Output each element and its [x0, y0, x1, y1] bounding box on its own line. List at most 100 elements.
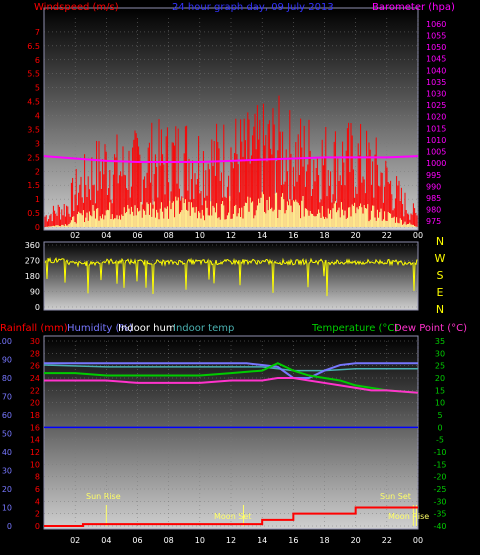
wind-x-tick-label: 20	[351, 231, 361, 240]
rain-y-tick-label: 12	[30, 448, 40, 457]
wind-y-tick-label: 7	[35, 28, 40, 37]
temp-y-tick-label: -15	[433, 460, 446, 469]
humidity-y-tick-label: 10	[2, 504, 12, 513]
barometer-line	[43, 155, 419, 163]
baro-y-tick-label: 975	[426, 217, 441, 226]
wind-y-tick-label: 5	[35, 84, 40, 93]
compass-label: W	[435, 252, 446, 265]
rainfall-line	[44, 506, 418, 527]
wind-x-tick-label: 02	[70, 231, 80, 240]
bottom-x-tick-label: 22	[382, 536, 392, 545]
bottom-x-tick-label: 00	[413, 536, 423, 545]
wind-y-tick-label: 2.5	[27, 153, 40, 162]
wind-x-tick-label: 08	[164, 231, 174, 240]
rain-y-tick-label: 2	[35, 510, 40, 519]
sunrise-annotation: Sun Rise	[86, 492, 121, 501]
wind-axis-title: Windspeed (m/s)	[34, 2, 119, 13]
rain-y-tick-label: 30	[30, 337, 40, 346]
wind-x-tick-label: 06	[132, 231, 142, 240]
baro-y-tick-label: 995	[426, 171, 441, 180]
rain-y-tick-label: 6	[35, 485, 40, 494]
baro-y-tick-label: 1030	[426, 89, 446, 98]
temp-y-tick-label: -40	[433, 522, 446, 531]
dir-y-tick-label: 180	[25, 272, 40, 281]
rain-y-tick-label: 28	[30, 349, 40, 358]
bottom-x-tick-label: 16	[288, 536, 298, 545]
baro-y-tick-label: 1000	[426, 159, 446, 168]
indoor-humidity-line	[43, 364, 418, 372]
indoor-hum-legend-label: Indoor hum	[118, 323, 176, 334]
baro-y-tick-label: 1010	[426, 136, 446, 145]
bottom-x-tick-label: 10	[195, 536, 205, 545]
moonset-annotation: Moon Set	[214, 512, 251, 521]
wind-x-tick-label: 16	[288, 231, 298, 240]
dir-y-tick-label: 270	[25, 257, 40, 266]
rain-y-tick-label: 10	[30, 460, 40, 469]
temp-y-tick-label: 35	[435, 337, 445, 346]
bottom-x-tick-label: 18	[319, 536, 329, 545]
wind-y-tick-label: 5.5	[27, 70, 40, 79]
humidity-y-tick-label: 0	[7, 522, 12, 531]
bottom-x-tick-label: 20	[351, 536, 361, 545]
temp-y-tick-label: 20	[435, 374, 445, 383]
wind-x-tick-label: 10	[195, 231, 205, 240]
rain-y-tick-label: 20	[30, 399, 40, 408]
baro-y-tick-label: 1045	[426, 55, 446, 64]
temp-y-tick-label: 25	[435, 362, 445, 371]
temp-y-tick-label: 5	[437, 411, 442, 420]
baro-axis-title: Barometer (hpa)	[372, 2, 455, 13]
baro-y-tick-label: 980	[426, 206, 441, 215]
compass-label: E	[437, 286, 444, 299]
temp-y-tick-label: 15	[435, 386, 445, 395]
baro-y-tick-label: 1035	[426, 78, 446, 87]
wind-y-tick-label: 6.5	[27, 42, 40, 51]
temp-y-tick-label: -30	[433, 497, 446, 506]
wind-y-tick-label: 0.5	[27, 209, 40, 218]
humidity-y-tick-label: 20	[2, 485, 12, 494]
bottom-x-tick-label: 08	[164, 536, 174, 545]
baro-y-tick-label: 1005	[426, 148, 446, 157]
wind-x-tick-label: 14	[257, 231, 267, 240]
compass-label: S	[437, 269, 444, 282]
temp-y-tick-label: -10	[433, 448, 446, 457]
compass-label: N	[436, 235, 444, 248]
compass-label: N	[436, 303, 444, 316]
temp-y-tick-label: 10	[435, 399, 445, 408]
baro-y-tick-label: 1025	[426, 101, 446, 110]
baro-y-tick-label: 990	[426, 182, 441, 191]
bottom-x-tick-label: 02	[70, 536, 80, 545]
dir-y-tick-label: 0	[35, 303, 40, 312]
dir-y-tick-label: 360	[25, 241, 40, 250]
rain-y-tick-label: 4	[35, 497, 40, 506]
rain-y-tick-label: 8	[35, 473, 40, 482]
chart-title: 24 hour graph day, 09 July 2013	[172, 2, 334, 13]
humidity-line	[44, 362, 418, 379]
temperature-legend-label: Temperature (°C)	[311, 323, 398, 334]
rain-legend-label: Rainfall (mm)	[0, 323, 68, 334]
rain-y-tick-label: 22	[30, 386, 40, 395]
wind-y-tick-label: 4	[35, 112, 40, 121]
bottom-x-tick-label: 14	[257, 536, 267, 545]
indoor-temp-legend-label: Indoor temp	[173, 323, 234, 334]
wind-x-tick-label: 00	[413, 231, 423, 240]
baro-y-tick-label: 1050	[426, 43, 446, 52]
rain-y-tick-label: 0	[35, 522, 40, 531]
bottom-x-tick-label: 04	[101, 536, 111, 545]
wind-x-tick-label: 12	[226, 231, 236, 240]
wind-x-tick-label: 22	[382, 231, 392, 240]
baro-y-tick-label: 1060	[426, 20, 446, 29]
temperature-line	[44, 362, 419, 394]
bottom-x-tick-label: 06	[132, 536, 142, 545]
humidity-y-tick-label: 50	[2, 430, 12, 439]
wind-y-tick-label: 4.5	[27, 98, 40, 107]
temp-y-tick-label: -20	[433, 473, 446, 482]
temp-y-tick-label: -5	[436, 436, 444, 445]
temp-y-tick-label: -35	[433, 510, 446, 519]
dewpoint-legend-label: Dew Point (°C)	[394, 323, 467, 334]
wind-direction-line	[44, 257, 418, 297]
humidity-y-tick-label: 100	[0, 337, 12, 346]
baro-y-tick-label: 1055	[426, 31, 446, 40]
humidity-legend-label: Humidity (%)	[67, 323, 133, 334]
